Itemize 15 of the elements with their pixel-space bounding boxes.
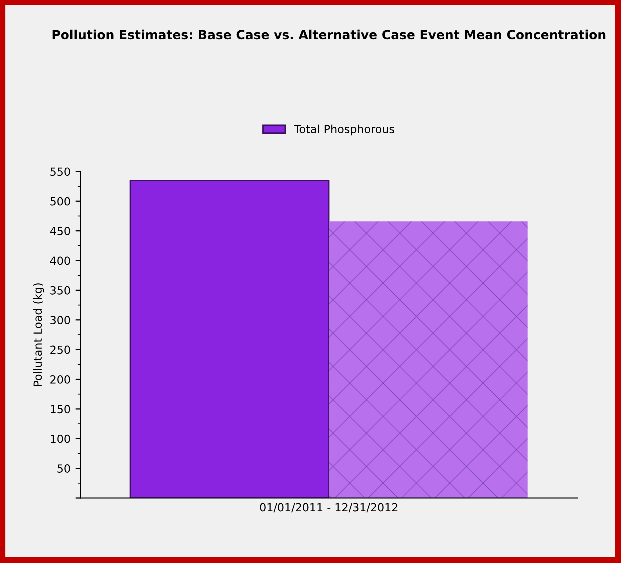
y-tick-label: 200 xyxy=(50,375,70,384)
y-tick-label: 300 xyxy=(50,316,70,325)
y-tick-label: 250 xyxy=(50,346,70,354)
y-tick-label: 550 xyxy=(50,168,70,176)
y-tick-label: 350 xyxy=(50,286,70,295)
y-tick-label: 400 xyxy=(50,256,70,266)
y-tick-label: 500 xyxy=(50,197,70,206)
legend-label: Total Phosphorous xyxy=(294,124,394,136)
y-tick-label: 150 xyxy=(51,405,70,414)
y-axis-title: Pollutant Load (kg) xyxy=(33,284,44,386)
y-tick-label: 450 xyxy=(50,227,70,236)
y-tick-label: 50 xyxy=(58,464,70,473)
x-tick-label: 01/01/2011 - 12/31/2012 xyxy=(260,503,398,513)
y-tick-label: 100 xyxy=(51,434,70,444)
chart-title: Pollution Estimates: Base Case vs. Alternative Case Event Mean Concentration xyxy=(52,30,606,40)
